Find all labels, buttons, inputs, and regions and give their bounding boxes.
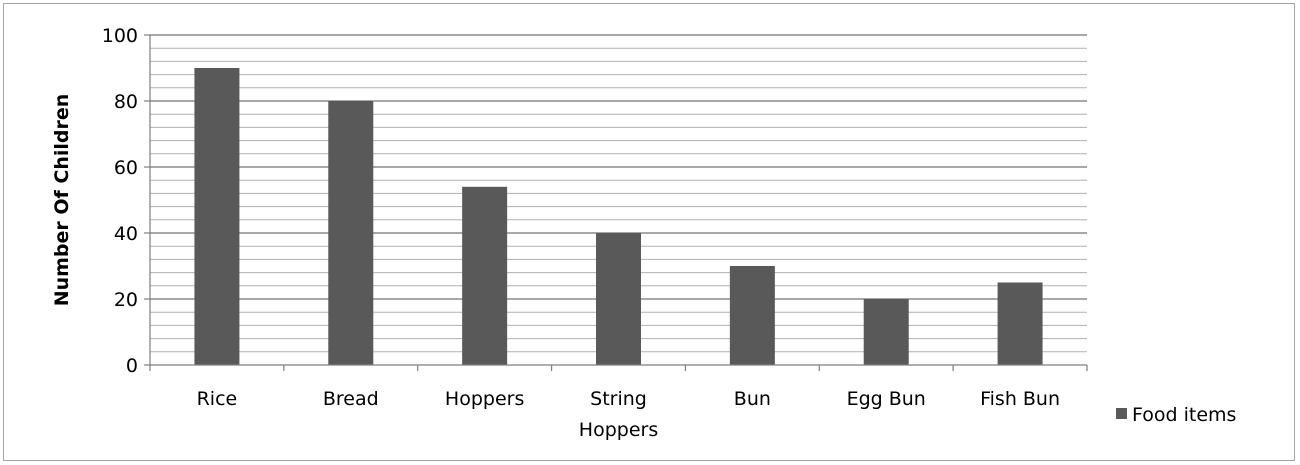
x-category-label: Rice bbox=[197, 388, 238, 410]
y-tick-label: 100 bbox=[102, 25, 138, 47]
bar bbox=[328, 101, 374, 365]
x-category-label: Bread bbox=[323, 388, 379, 410]
labels: 0 20 40 60 80 100 Rice Bread Hoppers String Hopper… bbox=[102, 25, 1060, 441]
y-axis-label: Number Of Children bbox=[51, 94, 73, 307]
bar bbox=[596, 233, 641, 365]
y-tick-label: 60 bbox=[114, 157, 138, 179]
legend-label: Food items bbox=[1132, 404, 1236, 426]
x-category-label: Bun bbox=[734, 388, 771, 410]
legend-swatch bbox=[1116, 408, 1127, 419]
bar bbox=[729, 266, 775, 365]
y-tick-label: 40 bbox=[114, 223, 138, 245]
bar bbox=[194, 68, 240, 365]
bar bbox=[462, 186, 508, 365]
y-tick-label: 20 bbox=[114, 289, 138, 311]
x-category-label: String Hoppers bbox=[579, 388, 658, 441]
bars bbox=[194, 68, 1043, 365]
axes bbox=[144, 34, 1088, 371]
x-category-label: Fish Bun bbox=[980, 388, 1060, 410]
bar bbox=[863, 299, 909, 365]
x-category-label: Hoppers bbox=[445, 388, 524, 410]
bar bbox=[997, 282, 1043, 365]
x-category-label: Egg Bun bbox=[847, 388, 926, 410]
y-tick-label: 0 bbox=[126, 355, 138, 377]
y-tick-label: 80 bbox=[114, 91, 138, 113]
